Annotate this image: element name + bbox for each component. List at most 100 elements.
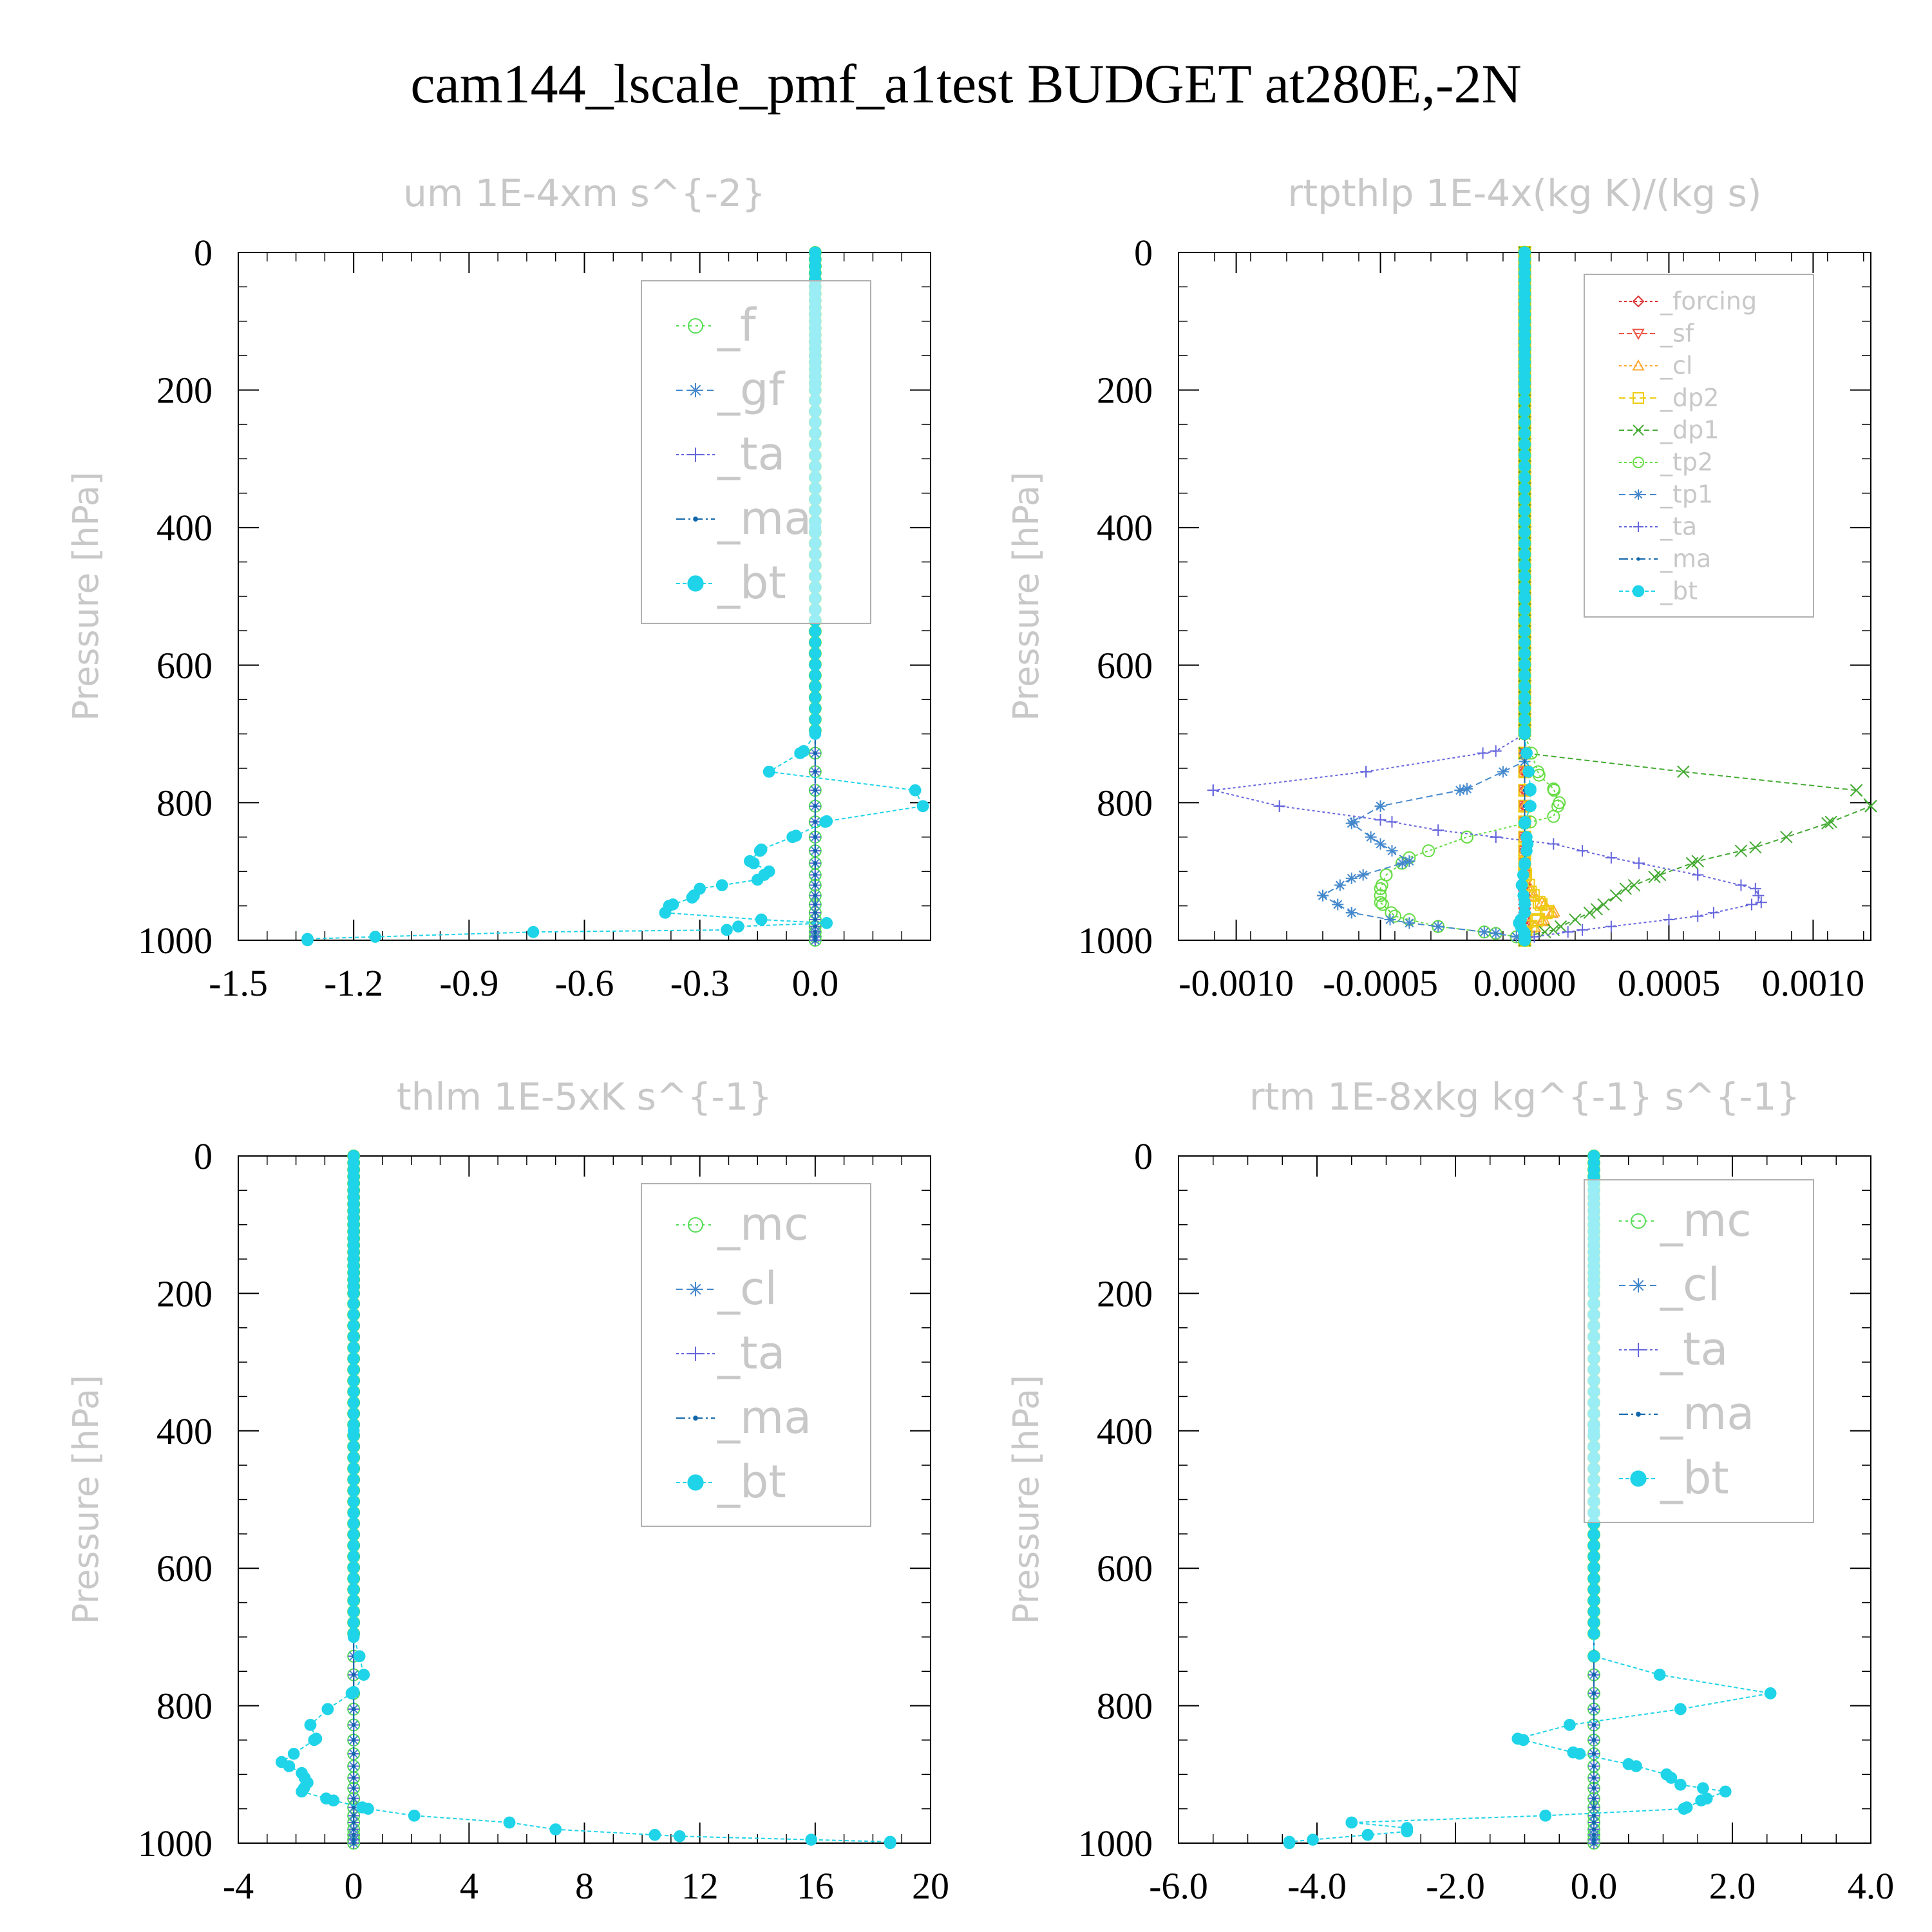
data-point	[1517, 1734, 1530, 1747]
data-point	[813, 751, 817, 755]
y-axis-label: Pressure [hPa]	[66, 1375, 106, 1624]
data-point	[1591, 1764, 1596, 1768]
data-point	[1519, 702, 1531, 715]
data-point	[301, 934, 314, 947]
legend-box	[1584, 274, 1814, 618]
data-point	[1665, 1772, 1678, 1784]
data-point	[345, 1687, 358, 1700]
legend-item-ta: _ta	[676, 1327, 785, 1379]
data-point	[352, 1814, 356, 1818]
legend-label: _mc	[1660, 1194, 1752, 1247]
y-tick-label: 200	[156, 1273, 213, 1314]
data-point	[1577, 923, 1589, 936]
data-point	[1537, 897, 1552, 910]
data-point	[1454, 784, 1466, 797]
data-point	[1569, 913, 1582, 926]
data-point	[1587, 1583, 1600, 1596]
data-point	[352, 1707, 356, 1712]
data-point	[1283, 1837, 1296, 1850]
legend-label: _ma	[1660, 1387, 1754, 1440]
data-point	[1519, 548, 1531, 561]
y-tick-label: 0	[1134, 1135, 1153, 1177]
data-point	[809, 713, 822, 726]
legend-marker	[1632, 295, 1645, 308]
data-point	[1519, 728, 1531, 740]
data-point	[1497, 766, 1509, 778]
x-tick-label: -2.0	[1426, 1865, 1485, 1907]
legend-marker	[688, 1282, 703, 1296]
data-point	[408, 1810, 421, 1822]
x-tick-label: 2.0	[1709, 1865, 1756, 1907]
x-tick-label: 20	[912, 1865, 949, 1907]
data-point	[1386, 845, 1398, 857]
data-point	[1519, 384, 1531, 396]
data-point	[1609, 889, 1623, 902]
data-point	[1547, 810, 1560, 823]
data-point	[347, 1287, 360, 1300]
data-point	[1734, 844, 1748, 857]
y-tick-label: 600	[1097, 1548, 1153, 1589]
data-point	[347, 1595, 360, 1607]
data-point	[1519, 471, 1531, 484]
data-point	[813, 770, 817, 774]
data-point	[1519, 482, 1531, 495]
data-point	[347, 1484, 360, 1497]
data-point	[813, 902, 817, 907]
chart-panel-4: rtm 1E-8xkg kg^{-1} s^{-1} Pressure [hPa]…	[1006, 1075, 1894, 1907]
chart-title: um 1E-4xm s^{-2}	[403, 171, 766, 215]
data-point	[1519, 934, 1531, 947]
data-point	[1605, 851, 1617, 864]
data-point	[1519, 658, 1531, 671]
legend-marker	[1632, 359, 1645, 371]
y-tick-label: 1000	[138, 920, 213, 961]
data-point	[1334, 879, 1346, 891]
legend-label: _ta	[717, 428, 785, 480]
data-point	[1707, 907, 1719, 919]
data-point	[347, 1385, 360, 1398]
y-tick-label: 200	[156, 370, 213, 412]
data-point	[1374, 889, 1387, 902]
data-point	[347, 1507, 360, 1520]
data-point	[1357, 869, 1369, 881]
legend-marker	[688, 1217, 703, 1233]
data-point	[352, 1786, 356, 1790]
legend-item-mc: _mc	[1619, 1194, 1752, 1247]
data-point	[352, 1827, 356, 1832]
data-point	[1360, 766, 1372, 778]
data-point	[1384, 913, 1396, 925]
data-point	[352, 1738, 356, 1743]
data-point	[809, 680, 822, 693]
data-point	[1532, 896, 1546, 909]
legend-marker	[687, 1474, 704, 1491]
y-tick-label: 0	[1134, 232, 1153, 274]
data-point	[347, 1605, 360, 1618]
data-point	[1562, 926, 1574, 938]
data-point	[1519, 636, 1531, 649]
chart-panel-2: rtpthlp 1E-4x(kg K)/(kg s) Pressure [hPa]…	[1006, 171, 1877, 1004]
data-point	[813, 924, 817, 929]
data-point	[1590, 903, 1604, 916]
data-point	[1519, 537, 1531, 550]
legend: _forcing _sf _cl _dp2 _dp1 _tp2 _tp1 _ta _ma _bt	[1584, 274, 1814, 618]
data-point	[659, 906, 672, 919]
legend-marker	[1633, 424, 1644, 436]
legend-label: _sf	[1660, 319, 1695, 348]
legend-marker	[1633, 392, 1644, 404]
data-point	[1374, 814, 1387, 826]
data-point	[809, 659, 822, 672]
data-point	[347, 1583, 360, 1596]
chart-panel-3: thlm 1E-5xK s^{-1}Pressure [hPa]02004006…	[66, 1075, 949, 1907]
legend-box	[641, 280, 871, 624]
data-point	[1520, 844, 1533, 857]
data-point	[1524, 784, 1537, 797]
legend-label: _cl	[1660, 1258, 1720, 1311]
data-point	[347, 1309, 360, 1321]
data-point	[809, 691, 822, 704]
data-point	[1591, 1820, 1596, 1825]
legend-label: _tp2	[1660, 448, 1713, 477]
legend-label: _ta	[1660, 1323, 1728, 1376]
data-point	[1564, 1719, 1576, 1731]
data-point	[352, 1805, 356, 1810]
data-point	[1587, 1605, 1600, 1618]
data-point	[1365, 831, 1377, 843]
